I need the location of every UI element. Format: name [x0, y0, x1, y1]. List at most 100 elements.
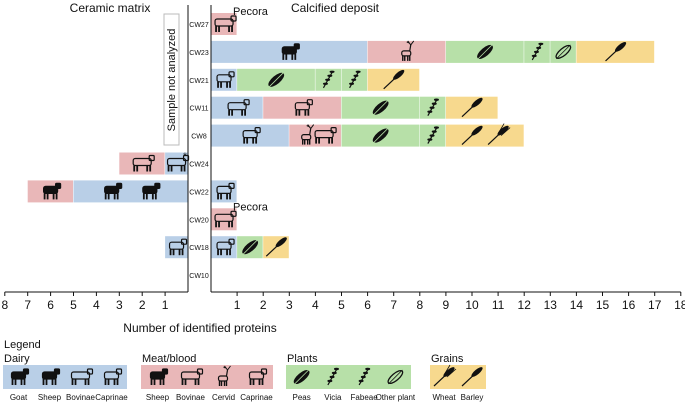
ear — [614, 42, 627, 52]
leaflet — [427, 138, 433, 141]
leaflet — [533, 50, 539, 54]
body — [294, 102, 310, 111]
vicia-icon — [322, 70, 335, 89]
x-axis-title: Number of identified proteins — [123, 321, 276, 335]
vicia-icon — [427, 98, 439, 116]
row-CW27: CW27 Pecora — [189, 6, 269, 35]
tick-label-left: 8 — [1, 298, 8, 312]
head — [22, 368, 30, 375]
bovinae-outline-icon — [214, 210, 237, 228]
head — [148, 154, 155, 162]
leaf — [555, 44, 572, 59]
row-CW11: CW11 — [190, 96, 498, 119]
tick-label-right: 1 — [234, 298, 241, 312]
legend-item-label: Peas — [293, 393, 311, 402]
row-CW23: CW23 — [189, 40, 655, 63]
tick-label-right: 18 — [674, 298, 685, 312]
tick-label-left: 4 — [93, 298, 100, 312]
body — [41, 371, 58, 380]
leaflet — [329, 70, 335, 73]
awn — [443, 364, 457, 378]
peas-icon — [372, 100, 389, 115]
leaflet — [433, 126, 439, 129]
row-CW18: CW18 — [165, 236, 289, 259]
tick-label-right: 8 — [416, 298, 423, 312]
legend-item-label: Other plant — [376, 393, 416, 402]
tick-label-right: 7 — [390, 298, 397, 312]
head — [53, 368, 61, 375]
barley-icon — [383, 69, 405, 90]
body — [132, 157, 152, 167]
legend-group-grains: Grains Wheat Barley — [430, 353, 486, 402]
not-analyzed-label: Sample not analyzed — [166, 29, 178, 132]
goat-filled-icon — [142, 182, 161, 200]
leaflet — [536, 46, 542, 50]
tick-label-right: 2 — [260, 298, 267, 312]
body — [216, 185, 232, 194]
caprinae-outline-icon — [216, 182, 235, 200]
fabeae-icon — [427, 126, 439, 144]
legend-item-label: Goat — [10, 393, 28, 402]
tick-label-left: 2 — [139, 298, 146, 312]
row-label: CW24 — [189, 162, 209, 169]
sheep-filled-icon — [281, 43, 300, 60]
other-plant-icon — [387, 369, 404, 385]
leaflet — [363, 371, 369, 375]
row-label: CW20 — [189, 217, 209, 224]
body — [70, 371, 91, 380]
tick-label-right: 11 — [492, 298, 505, 312]
sheep-filled-icon — [42, 182, 62, 200]
vicia-icon — [531, 42, 544, 61]
sheep-filled-icon — [149, 368, 169, 385]
antler — [406, 40, 415, 46]
row-label: CW11 — [190, 106, 209, 113]
body — [214, 18, 234, 27]
head — [116, 182, 123, 189]
leaflet — [351, 78, 357, 81]
leaflet — [429, 134, 435, 137]
tick-label-right: 14 — [570, 298, 584, 312]
leaflet — [538, 42, 544, 46]
row-CW10: CW10 — [189, 273, 209, 280]
leaflet — [433, 98, 439, 101]
leaflet — [327, 74, 333, 77]
vein — [556, 44, 571, 60]
head — [330, 127, 337, 134]
ear — [471, 367, 483, 377]
ear — [275, 237, 287, 248]
head — [260, 368, 268, 375]
pecora-note: Pecora — [233, 6, 269, 18]
row-label: CW8 — [191, 134, 207, 141]
barley-icon — [605, 42, 627, 62]
body — [281, 46, 297, 55]
peas-icon — [242, 239, 259, 255]
head — [306, 99, 313, 106]
bovinae-outline-icon — [214, 15, 237, 32]
tick-label-right: 10 — [465, 298, 479, 312]
ear — [443, 367, 455, 377]
bar-right-meat — [263, 96, 341, 119]
head — [254, 127, 261, 134]
caprinae-outline-icon — [103, 368, 123, 385]
leaflet — [429, 106, 435, 109]
goat-filled-icon — [10, 368, 30, 385]
body — [10, 371, 27, 380]
bar-right-grains — [445, 124, 524, 147]
legend-item-label: Cervid — [212, 393, 235, 402]
body — [227, 102, 247, 111]
tick-label-right: 17 — [648, 298, 662, 312]
asterisk-mark: * — [183, 152, 187, 163]
body — [104, 185, 120, 194]
caprinae-outline-icon — [294, 99, 313, 116]
antler — [223, 365, 231, 371]
leaflet — [331, 371, 337, 375]
legend-group-label: Grains — [431, 353, 464, 365]
row-CW8: CW8 — [191, 123, 524, 147]
other-plant-icon — [555, 44, 572, 60]
tick-label-left: 5 — [70, 298, 77, 312]
vein — [268, 72, 284, 88]
vicia-icon — [327, 367, 339, 386]
bovinae-outline-icon — [166, 154, 190, 172]
